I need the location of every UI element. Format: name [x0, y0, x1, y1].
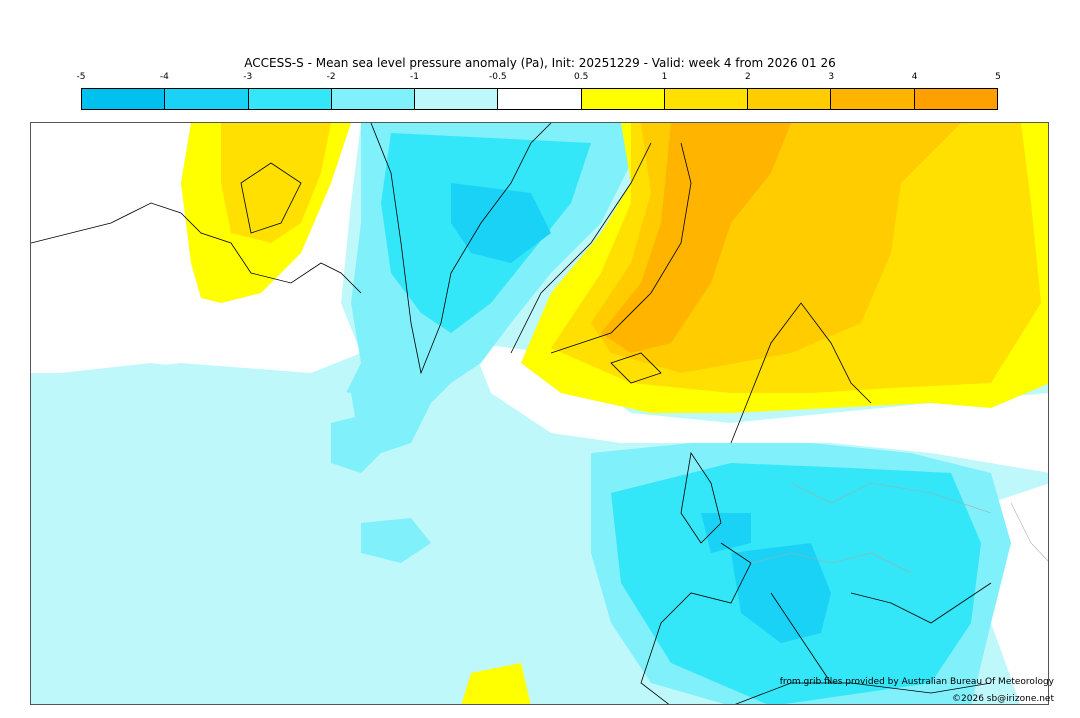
legend-tick-label: 1	[661, 72, 668, 82]
legend-tick-label: 3	[828, 72, 835, 82]
coastline-baffin	[370, 123, 552, 375]
coastline-italy	[770, 592, 832, 684]
legend-tick-label: -2	[326, 72, 336, 82]
data-source-credit: from grib files provided by Australian B…	[779, 677, 1054, 687]
legend-bin	[498, 89, 582, 109]
coastline-british-isles	[680, 451, 722, 544]
border-eastern-europe	[790, 482, 992, 514]
legend-tick-label: 0.5	[574, 72, 589, 82]
copyright-credit: ©2026 sb@irizone.net	[952, 694, 1054, 704]
anomaly-band-atlantic-patch-2	[331, 413, 381, 473]
anomaly-band-atlantic-patch	[361, 518, 431, 563]
country-borders	[750, 482, 1048, 574]
anomaly-band-atlantic-west	[61, 363, 361, 473]
chart-title: ACCESS-S - Mean sea level pressure anoma…	[244, 56, 836, 70]
coastline-scandinavia	[730, 302, 872, 444]
legend-tick-label: -4	[159, 72, 169, 82]
anomaly-band-positive-na-inner	[221, 123, 331, 243]
legend-tick-label: -0.5	[489, 72, 507, 82]
coastline-greenland-east	[550, 142, 692, 354]
legend-bin	[914, 89, 997, 109]
anomaly-band-neutral-central	[471, 343, 1048, 473]
border-central-europe	[750, 552, 912, 574]
anomaly-band-neg-baffin-core	[451, 183, 551, 263]
anomaly-band-neg-europe-core	[731, 543, 831, 643]
map-canvas	[31, 123, 1048, 704]
legend-bin	[581, 89, 665, 109]
legend-tick-label: 2	[745, 72, 751, 82]
legend-tick-label: -1	[409, 72, 419, 82]
anomaly-band-neg-france-core	[701, 513, 751, 553]
border-east	[1010, 502, 1048, 562]
coastline-balkans-turkey	[850, 582, 992, 624]
pressure-anomaly-map[interactable]	[30, 122, 1049, 705]
legend-bin	[331, 89, 416, 109]
legend-tick-labels: -5 -4 -3 -2 -1 -0.5 0.5 1 2 3 4 5	[0, 72, 1080, 84]
legend-tick-label: -3	[243, 72, 253, 82]
coastline-arctic-island	[240, 162, 302, 234]
legend-bin	[748, 89, 832, 109]
coastline-greenland-west	[510, 142, 652, 354]
coastline-iceland	[610, 352, 662, 384]
legend-tick-label: -5	[76, 72, 86, 82]
coastline-north-america	[31, 202, 362, 294]
legend-bin	[664, 89, 749, 109]
legend-bin	[165, 89, 249, 109]
legend-bin	[415, 89, 499, 109]
legend-bin	[82, 89, 166, 109]
color-legend	[81, 88, 998, 110]
legend-bin	[831, 89, 915, 109]
legend-tick-label: 4	[911, 72, 918, 82]
legend-bin	[248, 89, 332, 109]
coastline-north-africa	[735, 682, 992, 704]
anomaly-band-positive-south	[461, 663, 531, 704]
legend-tick-label: 5	[995, 72, 1001, 82]
